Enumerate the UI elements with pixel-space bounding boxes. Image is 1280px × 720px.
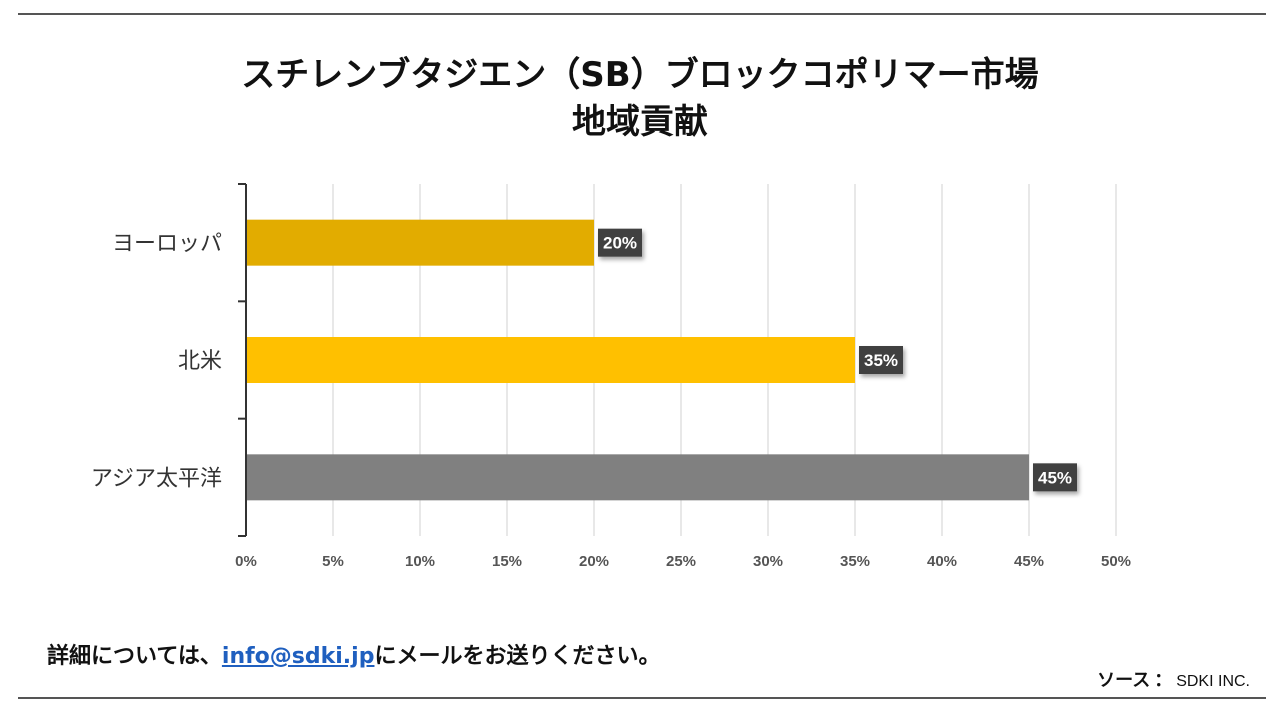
x-tick-label: 35% — [840, 553, 870, 570]
source-label: ソース — [1097, 670, 1151, 691]
x-tick-label: 0% — [235, 553, 257, 570]
bar — [246, 337, 855, 383]
x-tick-labels: 0% 5% 10% 15% 20% 25% 30% 35% 40% 45% 50% — [235, 553, 1131, 570]
x-tick-label: 10% — [405, 553, 435, 570]
data-labels: 20% 35% 45% — [598, 228, 1077, 492]
top-divider — [18, 13, 1266, 15]
y-axis — [238, 183, 247, 537]
x-tick-label: 25% — [666, 553, 696, 570]
x-tick-label: 20% — [579, 553, 609, 570]
data-label-box — [1033, 463, 1077, 492]
x-tick-label: 45% — [1014, 553, 1044, 570]
category-label: アジア太平洋 — [91, 466, 222, 491]
bottom-divider — [18, 697, 1266, 699]
category-label: 北米 — [178, 349, 222, 374]
x-tick-label: 30% — [753, 553, 783, 570]
data-label-box — [598, 228, 642, 257]
bar — [246, 454, 1029, 501]
x-tick-label: 40% — [927, 553, 957, 570]
data-label: 45% — [1038, 468, 1072, 487]
contact-prefix: 詳細については、 — [47, 644, 222, 669]
data-label: 20% — [603, 234, 637, 253]
source-note: ソース： SDKI INC. — [1097, 666, 1250, 692]
email-link[interactable]: info@sdki.jp — [221, 644, 375, 669]
chart-subtitle: 地域貢献 — [572, 102, 708, 142]
data-label-box — [859, 346, 903, 374]
category-label: ヨーロッパ — [112, 232, 222, 257]
x-tick-label: 15% — [492, 553, 522, 570]
contact-note: 詳細については、info@sdki.jpにメールをお送りください。 — [47, 638, 660, 670]
contact-suffix: にメールをお送りください。 — [374, 644, 661, 669]
chart-title: スチレンブタジエン（SB）ブロックコポリマー市場 — [241, 55, 1039, 95]
x-tick-label: 50% — [1101, 553, 1131, 570]
source-value: SDKI INC. — [1176, 673, 1250, 690]
bars — [246, 219, 1029, 501]
x-tick-label: 5% — [322, 553, 344, 570]
data-label: 35% — [864, 351, 898, 370]
bar — [246, 219, 594, 266]
source-colon: ： — [1154, 670, 1173, 691]
